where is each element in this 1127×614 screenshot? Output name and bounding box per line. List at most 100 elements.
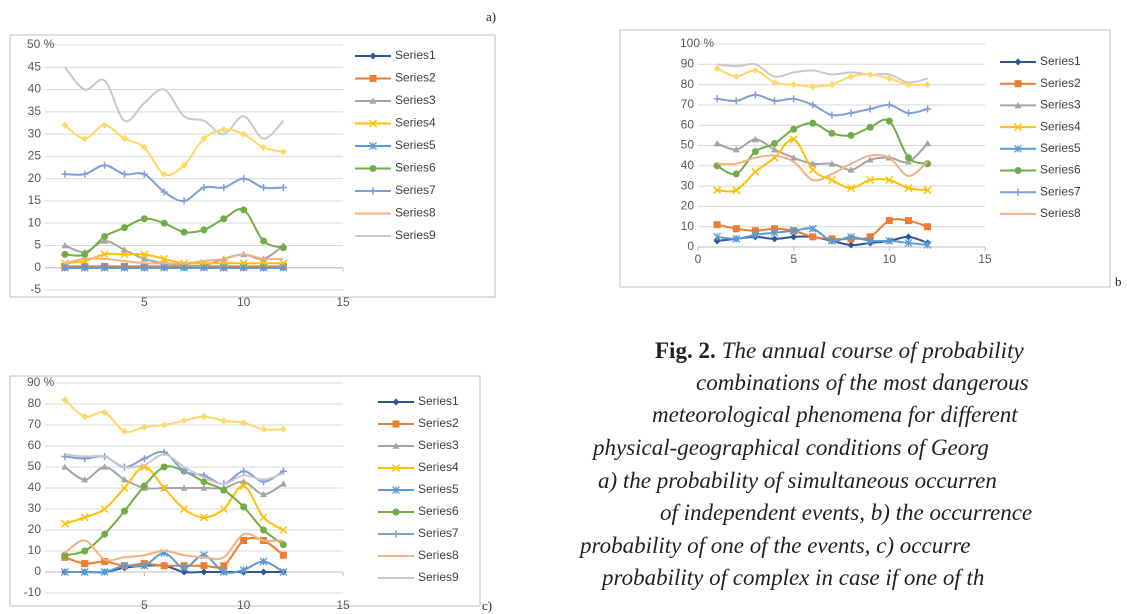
marker: [200, 135, 208, 143]
panel-label: c): [482, 598, 492, 613]
marker: [279, 541, 287, 549]
marker: [751, 167, 760, 176]
y-tick-label: 30: [681, 178, 695, 192]
marker: [220, 215, 228, 223]
y-tick-label: 0: [34, 564, 41, 578]
marker: [101, 161, 109, 169]
marker: [220, 486, 228, 494]
marker: [827, 175, 836, 185]
marker: [160, 562, 168, 570]
legend-label: Series5: [1040, 141, 1081, 155]
marker: [809, 233, 817, 241]
marker: [199, 513, 208, 522]
marker: [260, 425, 268, 433]
marker: [219, 263, 228, 272]
legend-label: Series1: [1040, 54, 1081, 68]
marker: [809, 119, 817, 127]
marker: [180, 161, 188, 169]
series-line: [64, 532, 284, 562]
x-tick-label: 15: [336, 598, 350, 612]
legend-label: Series9: [395, 228, 436, 242]
marker: [924, 81, 932, 89]
marker: [180, 484, 188, 491]
marker: [220, 126, 228, 134]
marker: [260, 237, 268, 245]
marker: [866, 236, 875, 245]
y-tick-label: 90 %: [27, 375, 55, 389]
marker: [81, 413, 89, 421]
y-tick-label: 60: [28, 438, 42, 452]
marker: [180, 417, 188, 425]
marker: [81, 547, 89, 555]
marker: [847, 184, 856, 193]
marker: [80, 513, 89, 522]
marker: [866, 156, 874, 163]
marker: [924, 223, 932, 231]
marker: [200, 484, 208, 491]
legend-label: Series2: [418, 416, 459, 430]
marker: [160, 483, 169, 493]
marker: [713, 95, 721, 103]
marker: [61, 551, 69, 559]
y-tick-label: 10: [28, 215, 42, 229]
marker: [369, 187, 377, 195]
marker: [369, 142, 377, 150]
marker: [827, 236, 836, 245]
marker: [713, 64, 721, 72]
marker: [60, 263, 69, 272]
marker: [120, 170, 128, 178]
marker: [369, 97, 377, 104]
marker: [847, 241, 855, 249]
legend-label: Series1: [418, 394, 459, 408]
marker: [260, 568, 268, 576]
marker: [790, 81, 798, 89]
legend-label: Series1: [395, 48, 436, 62]
legend-label: Series3: [1040, 98, 1081, 112]
marker: [259, 557, 268, 566]
marker: [140, 255, 148, 262]
marker: [180, 197, 188, 205]
marker: [924, 105, 932, 113]
marker: [260, 143, 268, 151]
marker: [101, 558, 109, 565]
caption-line: of independent events, b) the occurrence: [660, 500, 1032, 525]
marker: [771, 139, 779, 147]
legend-label: Series4: [418, 460, 459, 474]
marker: [120, 246, 128, 253]
marker: [240, 206, 248, 214]
caption-text: The annual course of probability: [722, 338, 1025, 363]
marker: [120, 135, 128, 143]
marker: [904, 238, 913, 247]
marker: [904, 217, 912, 225]
legend-label: Series8: [418, 548, 459, 562]
y-tick-label: 45: [28, 59, 42, 73]
marker: [180, 263, 189, 272]
x-tick-label: 0: [695, 252, 702, 266]
marker: [180, 504, 189, 514]
marker: [732, 72, 740, 80]
marker: [80, 568, 89, 576]
marker: [61, 170, 69, 178]
marker: [279, 263, 288, 272]
marker: [259, 263, 268, 272]
series-line: [717, 227, 928, 246]
marker: [369, 165, 377, 172]
marker: [240, 537, 248, 544]
marker: [220, 184, 228, 192]
y-tick-label: 40: [681, 158, 695, 172]
marker: [923, 241, 932, 249]
marker: [259, 513, 268, 522]
marker: [140, 482, 148, 490]
marker: [771, 146, 779, 153]
marker: [279, 480, 287, 487]
marker: [866, 175, 875, 185]
marker: [140, 561, 149, 570]
marker: [101, 237, 109, 244]
marker: [200, 413, 208, 421]
marker: [771, 79, 779, 87]
marker: [260, 526, 268, 534]
marker: [180, 228, 188, 236]
marker: [240, 467, 248, 475]
caption-line: probability of one of the events, c) occ…: [578, 533, 970, 558]
x-tick-label: 10: [237, 295, 251, 309]
